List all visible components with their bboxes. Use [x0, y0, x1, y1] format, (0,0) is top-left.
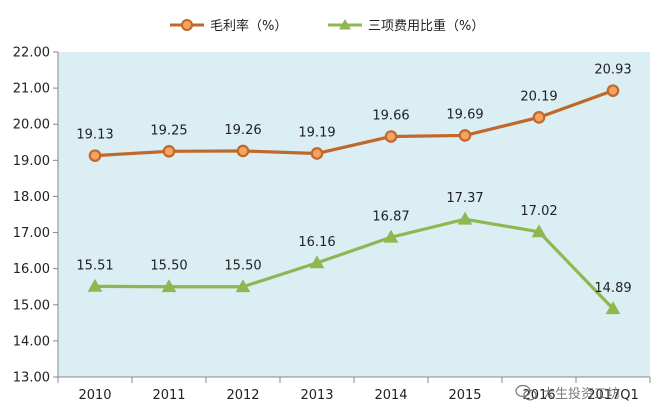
data-point [457, 211, 473, 225]
data-point [531, 224, 547, 238]
data-label: 16.87 [372, 209, 409, 224]
legend: 毛利率（%） 三项费用比重（%） [170, 18, 484, 34]
x-tick-label: 2010 [78, 388, 111, 403]
y-tick-label: 18.00 [13, 190, 50, 205]
legend-label: 三项费用比重（%） [368, 18, 484, 34]
x-tick-label: 2014 [374, 388, 407, 403]
data-point [384, 130, 398, 143]
data-label: 16.16 [298, 235, 335, 250]
data-point [235, 279, 251, 293]
y-tick-label: 15.00 [13, 298, 50, 313]
data-label: 19.25 [150, 123, 187, 138]
data-point [161, 279, 177, 293]
data-point [88, 149, 102, 162]
data-label: 20.19 [520, 89, 557, 104]
x-tick-label: 2013 [300, 388, 333, 403]
data-point [532, 111, 546, 124]
data-point [236, 144, 250, 158]
y-tick-label: 13.00 [13, 371, 50, 386]
y-tick-label: 20.00 [13, 118, 50, 133]
legend-label: 毛利率（%） [210, 18, 287, 34]
y-axis: 13.00 14.00 15.00 16.00 17.00 18.00 19.00 20.00… [13, 46, 59, 386]
data-label: 15.50 [150, 259, 187, 274]
watermark: 大生投资工坊 [515, 384, 620, 402]
legend-marker [181, 19, 193, 31]
data-label: 19.69 [446, 107, 483, 122]
x-tick-label: 2017Q1 [587, 388, 639, 403]
plot-area [58, 52, 650, 377]
data-label: 15.51 [76, 258, 113, 273]
y-tick-label: 22.00 [13, 46, 50, 61]
data-label: 15.50 [224, 259, 261, 274]
x-tick-label: 2015 [448, 388, 481, 403]
data-label: 17.37 [446, 191, 483, 206]
series-1: 15.51 15.50 15.50 16.16 16.87 17.37 17.02 14.89 [76, 191, 632, 315]
data-label: 19.13 [76, 128, 113, 143]
data-point [383, 229, 399, 243]
series-line [94, 217, 615, 310]
data-point [310, 147, 324, 160]
data-point [162, 145, 176, 158]
x-axis: 2010 2011 2012 2013 2014 2015 2016 2017Q1 [57, 376, 651, 403]
watermark-text: 大生投资工坊 [542, 386, 620, 402]
legend-marker [339, 19, 351, 30]
data-label: 17.02 [520, 204, 557, 219]
data-point [87, 278, 103, 292]
legend-item-0: 毛利率（%） [170, 18, 287, 34]
data-label: 20.93 [594, 63, 631, 78]
wechat-icon [515, 384, 537, 401]
x-tick-label: 2011 [152, 388, 185, 403]
data-label: 19.26 [224, 123, 261, 138]
y-tick-label: 14.00 [13, 334, 50, 349]
data-label: 14.89 [594, 281, 631, 296]
data-label: 19.19 [298, 125, 335, 140]
y-tick-label: 16.00 [13, 262, 50, 277]
series-line [94, 89, 614, 158]
data-label: 19.66 [372, 109, 409, 124]
data-point [605, 301, 621, 315]
data-point [309, 255, 325, 269]
series-layer: 19.13 19.25 19.26 19.19 19.66 19.69 20.19 20.93… [76, 63, 632, 315]
y-tick-label: 17.00 [13, 226, 50, 241]
legend-item-1: 三项费用比重（%） [328, 18, 484, 34]
data-point [606, 84, 620, 97]
y-tick-label: 21.00 [13, 82, 50, 97]
data-point [458, 129, 472, 142]
series-0: 19.13 19.25 19.26 19.19 19.66 19.69 20.19 20.93 [76, 63, 632, 162]
y-tick-label: 19.00 [13, 154, 50, 169]
x-tick-label: 2012 [226, 388, 259, 403]
